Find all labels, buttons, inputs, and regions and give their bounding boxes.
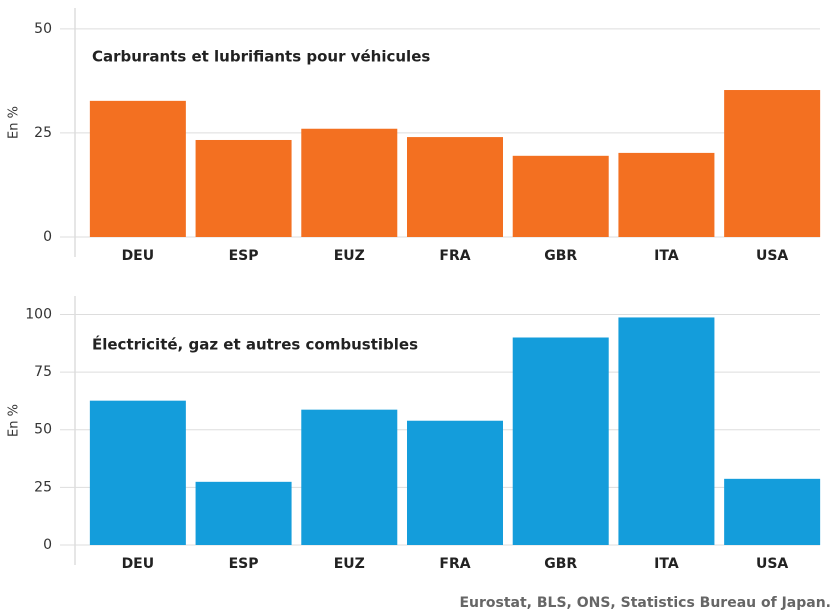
- y-tick-label: 75: [34, 364, 52, 380]
- x-tick-label: ITA: [654, 248, 679, 264]
- x-tick-label: DEU: [122, 556, 155, 572]
- x-tick-label: EUZ: [334, 556, 365, 572]
- x-tick-label: ITA: [654, 556, 679, 572]
- x-tick-label: GBR: [544, 556, 577, 572]
- bar: [512, 155, 609, 237]
- bar: [301, 409, 398, 545]
- bar: [724, 478, 821, 545]
- x-tick-label: ESP: [229, 248, 259, 264]
- x-tick-label: ESP: [229, 556, 259, 572]
- x-tick-label: FRA: [439, 248, 470, 264]
- x-tick-label: EUZ: [334, 248, 365, 264]
- x-tick-label: DEU: [122, 248, 155, 264]
- x-tick-label: GBR: [544, 248, 577, 264]
- bar: [512, 337, 609, 545]
- x-tick-label: USA: [756, 248, 788, 264]
- bar: [618, 317, 715, 545]
- y-tick-label: 50: [34, 422, 52, 438]
- chart-title: Carburants et lubrifiants pour véhicules: [92, 48, 430, 66]
- bar: [301, 128, 398, 237]
- bar: [407, 420, 503, 545]
- x-tick-label: FRA: [439, 556, 470, 572]
- bar: [724, 90, 821, 237]
- y-tick-label: 0: [43, 537, 52, 553]
- bar: [195, 139, 292, 237]
- y-axis-label: En %: [7, 404, 22, 437]
- source: Eurostat, BLS, ONS, Statistics Bureau of…: [459, 595, 831, 611]
- bar: [407, 137, 503, 237]
- y-tick-label: 25: [34, 125, 52, 141]
- bar: [618, 152, 715, 237]
- x-tick-label: USA: [756, 556, 788, 572]
- bar: [195, 481, 292, 545]
- y-axis-label: En %: [7, 106, 22, 139]
- bar: [89, 100, 186, 237]
- y-tick-label: 0: [43, 229, 52, 245]
- y-tick-label: 25: [34, 479, 52, 495]
- bar: [89, 400, 186, 545]
- y-tick-label: 50: [34, 21, 52, 37]
- chart-title: Électricité, gaz et autres combustibles: [92, 335, 418, 354]
- y-tick-label: 100: [25, 306, 52, 322]
